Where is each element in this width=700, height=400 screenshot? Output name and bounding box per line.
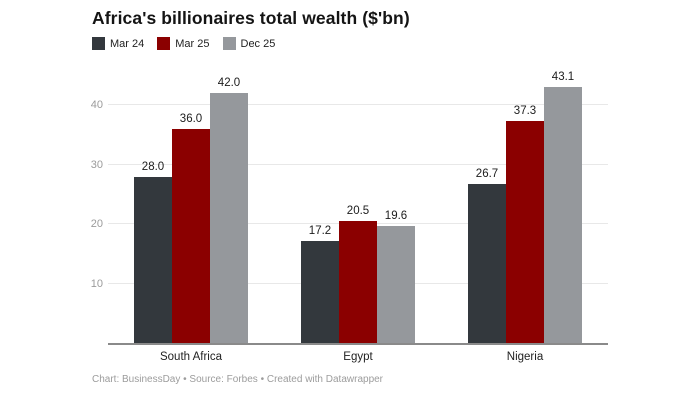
bar bbox=[301, 241, 339, 343]
plot-area: 28.0 36.0 42.0 17.2 20.5 19.6 26.7 37.3 43.1 bbox=[108, 71, 608, 345]
y-tick-label: 30 bbox=[90, 159, 103, 171]
page-title: Africa's billionaires total wealth ($'bn… bbox=[92, 8, 410, 28]
legend-swatch-icon bbox=[157, 37, 171, 50]
legend-item-label: Dec 25 bbox=[240, 37, 276, 50]
bar bbox=[377, 226, 415, 343]
bar-value-label: 36.0 bbox=[179, 113, 203, 125]
bar-value-label: 43.1 bbox=[551, 71, 575, 83]
y-axis-labels: 10 20 30 40 bbox=[70, 85, 103, 343]
bar-value-label: 17.2 bbox=[308, 225, 332, 237]
legend-item-label: Mar 24 bbox=[110, 37, 145, 50]
bar bbox=[172, 129, 210, 343]
legend: Mar 24 Mar 25 Dec 25 bbox=[92, 37, 275, 50]
legend-item-label: Mar 25 bbox=[175, 37, 210, 50]
bar-value-label: 19.6 bbox=[384, 210, 408, 222]
x-category-label: Nigeria bbox=[506, 351, 544, 363]
bar-value-label: 26.7 bbox=[475, 168, 499, 180]
gridline bbox=[108, 164, 608, 165]
legend-item: Mar 25 bbox=[157, 37, 210, 50]
legend-item: Dec 25 bbox=[222, 37, 276, 50]
bar bbox=[134, 177, 172, 343]
x-category-label: South Africa bbox=[159, 351, 223, 363]
bar bbox=[506, 121, 544, 343]
legend-swatch-icon bbox=[222, 37, 236, 50]
footer-credit: Chart: BusinessDay • Source: Forbes • Cr… bbox=[92, 374, 384, 385]
bar bbox=[468, 184, 506, 343]
x-axis-labels: South Africa Egypt Nigeria bbox=[108, 351, 608, 367]
legend-item: Mar 24 bbox=[92, 37, 144, 50]
legend-swatch-icon bbox=[92, 37, 105, 50]
bar-value-label: 28.0 bbox=[141, 161, 165, 173]
x-category-label: Egypt bbox=[343, 351, 373, 363]
bar-value-label: 20.5 bbox=[346, 205, 370, 217]
gridline bbox=[108, 104, 608, 105]
bar bbox=[210, 93, 248, 343]
bar-value-label: 37.3 bbox=[513, 105, 537, 117]
bar bbox=[339, 221, 377, 343]
bar-value-label: 42.0 bbox=[217, 77, 241, 89]
y-tick-label: 10 bbox=[90, 278, 103, 290]
bar bbox=[544, 87, 582, 343]
y-tick-label: 20 bbox=[90, 218, 103, 230]
y-tick-label: 40 bbox=[90, 99, 103, 111]
